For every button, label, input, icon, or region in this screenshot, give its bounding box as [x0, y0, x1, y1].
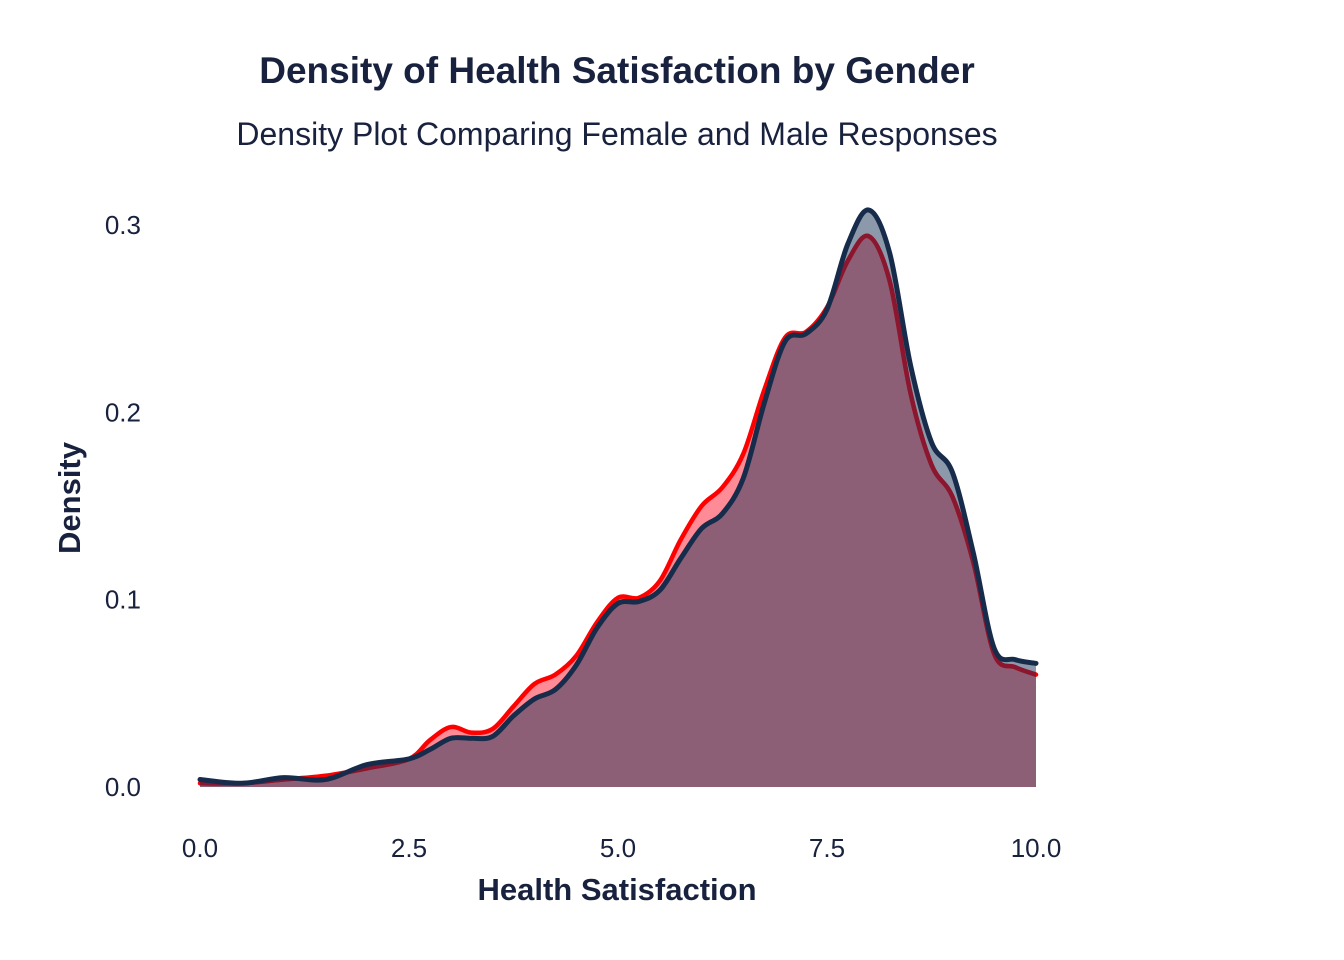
density-area-series-2	[200, 209, 1036, 787]
x-tick-label: 0.0	[182, 833, 218, 863]
plot-area	[197, 207, 1039, 787]
chart-title: Density of Health Satisfaction by Gender	[259, 50, 974, 91]
x-axis-title: Health Satisfaction	[477, 872, 756, 907]
x-tick-label: 10.0	[1011, 833, 1062, 863]
x-tick-label: 5.0	[600, 833, 636, 863]
density-line-series-2	[197, 207, 1039, 786]
x-tick-label: 2.5	[391, 833, 427, 863]
y-tick-label: 0.0	[105, 772, 141, 802]
y-tick-label: 0.3	[105, 210, 141, 240]
x-tick-label: 7.5	[809, 833, 845, 863]
y-axis-title: Density	[52, 441, 87, 554]
y-tick-label: 0.2	[105, 397, 141, 427]
y-tick-label: 0.1	[105, 585, 141, 615]
y-axis-ticks: 0.0 0.1 0.2 0.3	[105, 210, 141, 802]
chart-subtitle: Density Plot Comparing Female and Male R…	[236, 116, 997, 152]
x-axis-ticks: 0.0 2.5 5.0 7.5 10.0	[182, 833, 1061, 863]
